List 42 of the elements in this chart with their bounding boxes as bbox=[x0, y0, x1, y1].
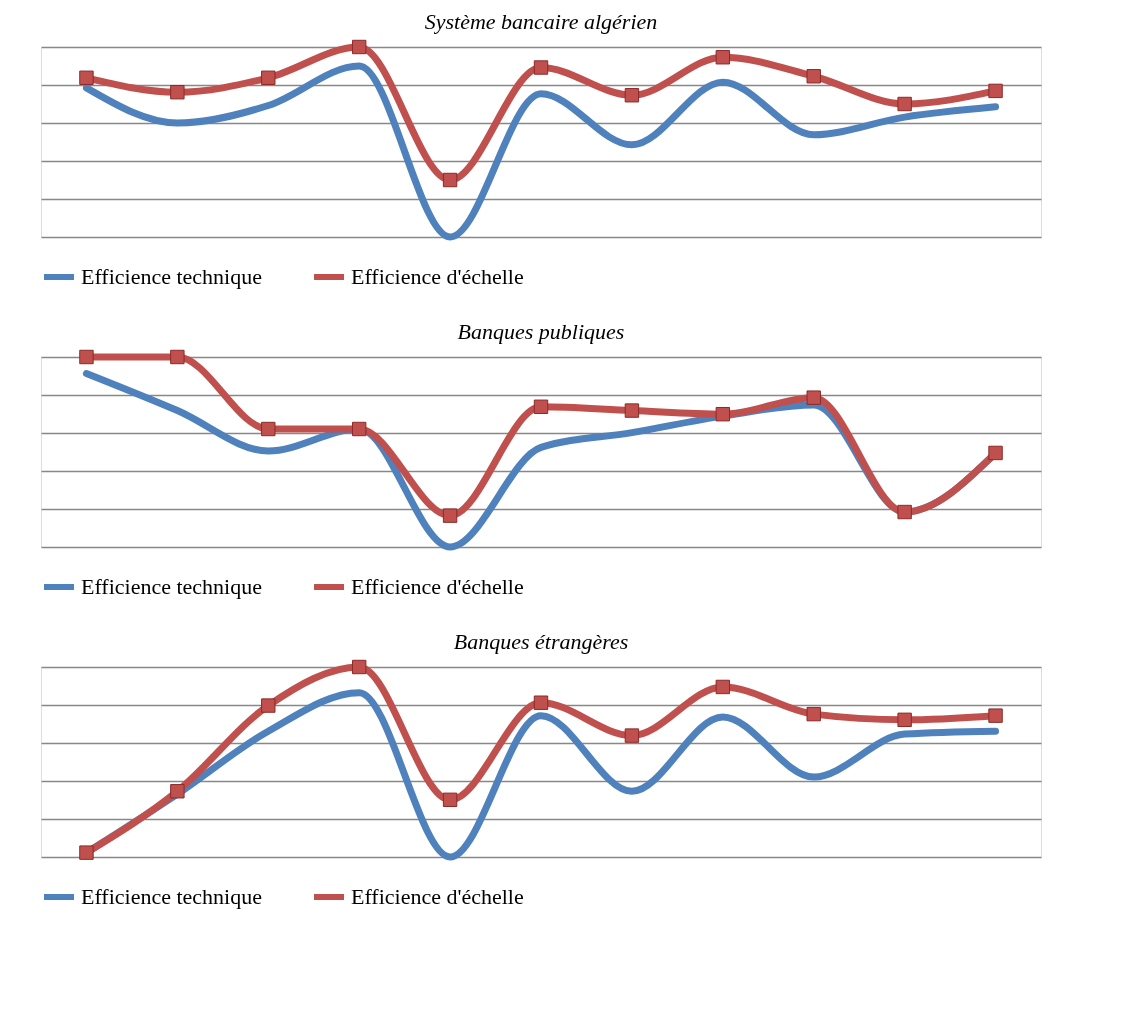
point bbox=[351, 39, 367, 55]
point bbox=[897, 712, 912, 728]
point bbox=[442, 172, 458, 188]
chart-title: Banques publiques bbox=[457, 319, 625, 345]
point bbox=[897, 96, 912, 112]
point bbox=[351, 659, 367, 675]
point bbox=[79, 845, 94, 860]
point bbox=[715, 679, 731, 695]
point bbox=[351, 421, 367, 437]
point bbox=[442, 508, 458, 523]
legend-label: Efficience technique bbox=[81, 264, 262, 289]
point bbox=[261, 698, 276, 713]
point bbox=[170, 784, 185, 799]
point bbox=[715, 50, 731, 65]
point bbox=[806, 390, 821, 405]
point bbox=[624, 88, 640, 103]
point bbox=[624, 728, 640, 743]
point bbox=[79, 70, 94, 85]
legend-label: Efficience d'échelle bbox=[351, 884, 524, 909]
legend-label: Efficience d'échelle bbox=[351, 264, 524, 289]
point bbox=[79, 349, 94, 365]
point bbox=[806, 706, 821, 722]
point bbox=[988, 83, 1003, 99]
legend-label: Efficience technique bbox=[81, 884, 262, 909]
legend-label: Efficience d'échelle bbox=[351, 574, 524, 599]
point bbox=[533, 695, 549, 710]
point bbox=[170, 85, 185, 100]
point bbox=[988, 708, 1003, 723]
point bbox=[533, 60, 549, 75]
point bbox=[624, 403, 640, 418]
point bbox=[988, 445, 1003, 461]
chart-title: Système bancaire algérien bbox=[424, 9, 658, 35]
point bbox=[897, 504, 912, 520]
point bbox=[170, 349, 185, 365]
point bbox=[442, 792, 458, 808]
point bbox=[806, 69, 821, 84]
point bbox=[261, 421, 276, 437]
point bbox=[715, 406, 731, 422]
point bbox=[261, 70, 276, 85]
chart-title: Banques étrangères bbox=[453, 629, 629, 655]
legend-label: Efficience technique bbox=[81, 574, 262, 599]
point bbox=[533, 399, 549, 414]
